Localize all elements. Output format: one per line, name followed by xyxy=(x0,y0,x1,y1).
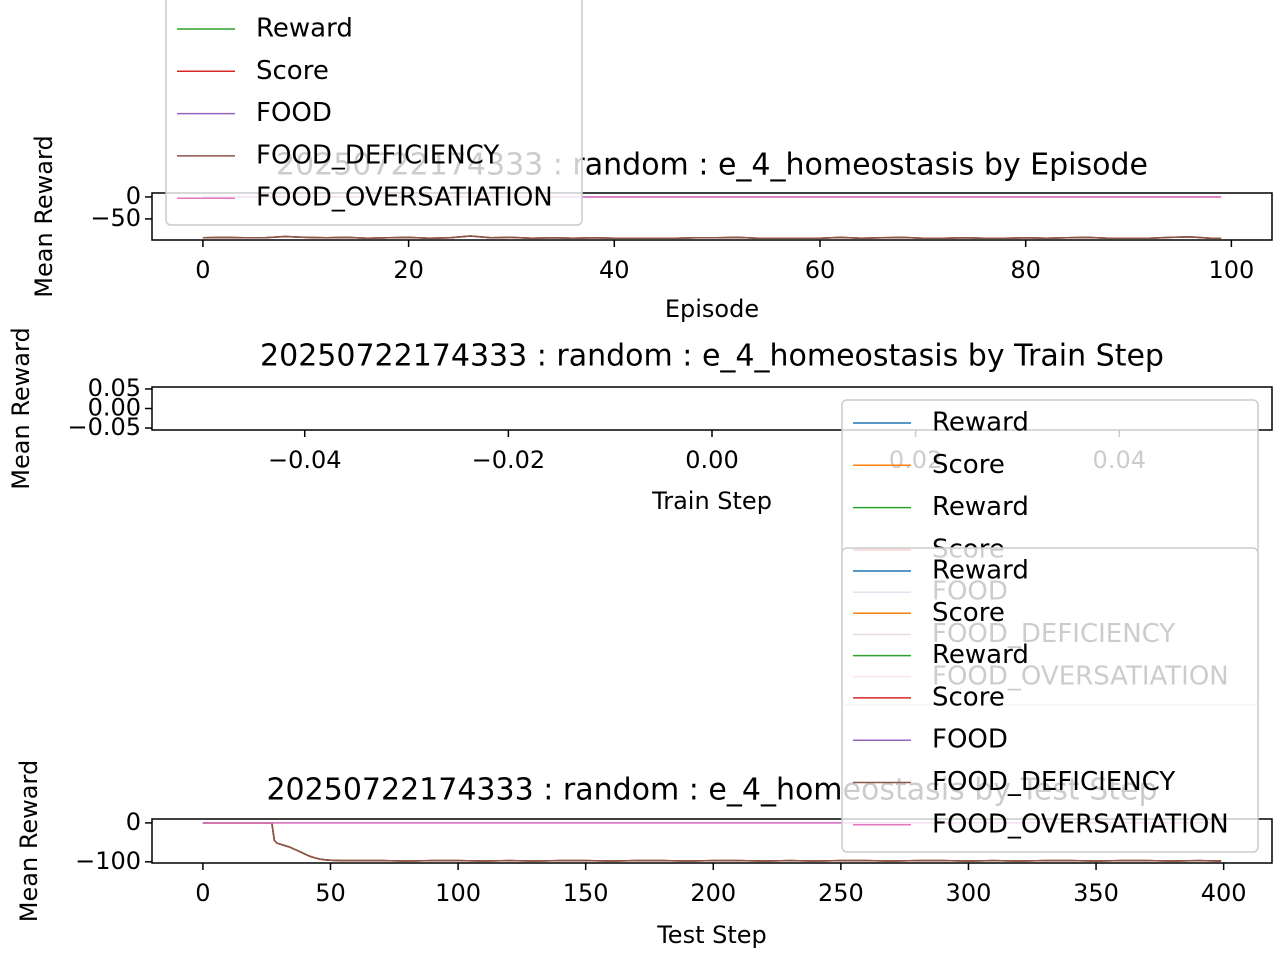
legend-label: Score xyxy=(932,598,1005,628)
x-tick-label: 300 xyxy=(946,879,992,907)
legend-label: Reward xyxy=(932,640,1029,670)
legend-label: Reward xyxy=(932,556,1029,586)
plot-frame xyxy=(151,192,1273,241)
legend-label: Reward xyxy=(256,14,353,44)
x-tick-label: 20 xyxy=(393,256,424,284)
y-tick-label: −50 xyxy=(90,204,141,232)
chart-title: 20250722174333 : random : e_4_homeostasi… xyxy=(260,339,1164,374)
legend-label: Score xyxy=(256,56,329,86)
legend-label: FOOD_DEFICIENCY xyxy=(256,140,499,170)
y-tick-label: 0.05 xyxy=(88,374,141,402)
x-tick-label: 100 xyxy=(435,879,481,907)
y-axis-label: Mean Reward xyxy=(30,135,58,297)
legend-label: FOOD xyxy=(256,98,332,128)
legend-box xyxy=(841,547,1259,853)
legend-label: Score xyxy=(932,450,1005,480)
x-axis-label: Test Step xyxy=(656,921,767,949)
legend-label: FOOD_OVERSATIATION xyxy=(256,183,553,213)
x-tick-label: 400 xyxy=(1201,879,1247,907)
x-tick-label: 50 xyxy=(315,879,346,907)
x-tick-label: 200 xyxy=(690,879,736,907)
plot-frame xyxy=(151,818,1273,864)
legend-label: FOOD xyxy=(932,725,1008,755)
legend-label: Score xyxy=(932,682,1005,712)
x-tick-label: −0.04 xyxy=(268,446,342,474)
legend-label: FOOD_DEFICIENCY xyxy=(932,767,1175,797)
y-tick-label: 0.00 xyxy=(88,394,141,422)
series-line xyxy=(202,235,1222,239)
x-tick-label: 80 xyxy=(1010,256,1041,284)
x-axis-label: Train Step xyxy=(651,487,772,515)
legend-label: FOOD_OVERSATIATION xyxy=(932,809,1229,839)
x-tick-label: 40 xyxy=(599,256,630,284)
x-tick-label: 350 xyxy=(1073,879,1119,907)
subplot: 20250722174333 : random : e_4_homeostasi… xyxy=(15,547,1273,949)
x-tick-label: −0.02 xyxy=(472,446,546,474)
x-tick-label: 250 xyxy=(818,879,864,907)
series-line xyxy=(202,822,1222,862)
y-axis-label: Mean Reward xyxy=(7,327,35,489)
subplot: 20250722174333 : random : e_4_homeostasi… xyxy=(30,0,1273,323)
y-tick-label: 0 xyxy=(126,182,141,210)
x-tick-label: 0 xyxy=(195,879,210,907)
x-tick-label: 100 xyxy=(1208,256,1254,284)
x-tick-label: 150 xyxy=(563,879,609,907)
y-axis-label: Mean Reward xyxy=(15,760,43,922)
y-tick-label: 0 xyxy=(126,808,141,836)
legend-box xyxy=(165,0,583,226)
legend-label: Reward xyxy=(932,492,1029,522)
plot-frame xyxy=(151,386,1273,431)
y-tick-label: −0.05 xyxy=(67,413,141,441)
x-axis-label: Episode xyxy=(665,295,759,323)
x-tick-label: 0.00 xyxy=(685,446,738,474)
legend-label: Reward xyxy=(932,408,1029,438)
x-tick-label: 60 xyxy=(805,256,836,284)
y-tick-label: −100 xyxy=(75,847,141,875)
x-tick-label: 0 xyxy=(195,256,210,284)
